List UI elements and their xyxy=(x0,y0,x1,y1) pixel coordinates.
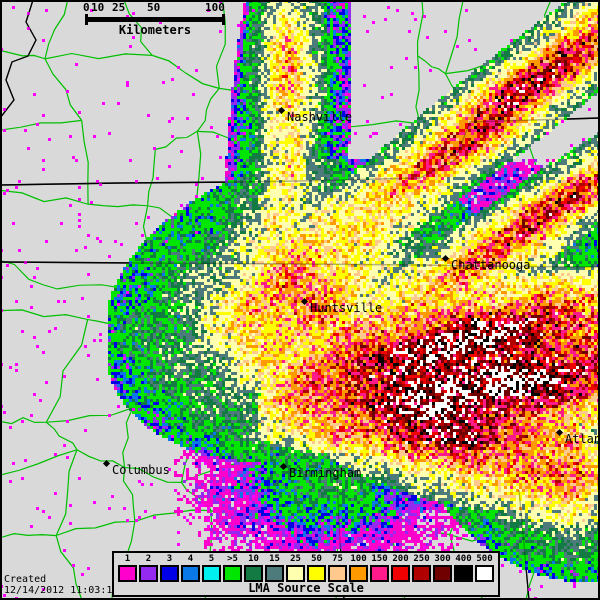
legend-label-13: 200 xyxy=(392,554,409,564)
legend-label-cell: 5 xyxy=(202,554,221,565)
legend-label-cell: 3 xyxy=(160,554,179,565)
legend-label-cell: 250 xyxy=(412,554,431,565)
lma-source-scale-legend: 1 2 3 4 5 >5 10 15 25 50 75 100 150 200 250 300 400 500 L… xyxy=(112,551,500,597)
legend-swatch-250 xyxy=(412,565,431,582)
legend-swatch-15 xyxy=(265,565,284,582)
city-label: Huntsville xyxy=(310,301,383,315)
legend-label-15: 300 xyxy=(434,554,451,564)
legend-label-4: 5 xyxy=(208,554,215,564)
legend-swatch-cell xyxy=(349,565,368,582)
legend-label-cell: 300 xyxy=(433,554,452,565)
city-label: Nashville xyxy=(287,110,353,124)
legend-swatch-2 xyxy=(139,565,158,582)
legend-label-16: 400 xyxy=(455,554,472,564)
legend-swatch-cell xyxy=(370,565,389,582)
legend-label-9: 50 xyxy=(311,554,322,564)
scale-bar-line xyxy=(85,17,225,22)
legend-swatch-5 xyxy=(202,565,221,582)
legend-swatch-cell xyxy=(160,565,179,582)
legend-swatch-10 xyxy=(244,565,263,582)
legend-swatch-cell xyxy=(181,565,200,582)
legend-swatch-cell xyxy=(328,565,347,582)
legend-label-11: 100 xyxy=(350,554,367,564)
legend-label-cell: >5 xyxy=(223,554,242,565)
legend-label-cell: 500 xyxy=(475,554,494,565)
scale-bar-unit-label: Kilometers xyxy=(118,23,192,37)
legend-label-7: 15 xyxy=(269,554,280,564)
legend-label-cell: 400 xyxy=(454,554,473,565)
legend-label-cell: 200 xyxy=(391,554,410,565)
legend-swatch-gt5 xyxy=(223,565,242,582)
city-label: Chattanooga xyxy=(451,258,531,272)
legend-label-2: 3 xyxy=(166,554,173,564)
city-label: Atlanta xyxy=(565,432,600,446)
legend-swatch-75 xyxy=(328,565,347,582)
legend-label-cell: 75 xyxy=(328,554,347,565)
legend-label-3: 4 xyxy=(187,554,194,564)
legend-swatch-cell xyxy=(202,565,221,582)
scale-bar-endcap-right xyxy=(222,14,225,25)
city-label: Birmingham xyxy=(289,466,362,480)
scale-tick-0: 0 xyxy=(83,1,90,14)
legend-label-cell: 150 xyxy=(370,554,389,565)
legend-swatch-400 xyxy=(454,565,473,582)
created-stamp: Created 12/14/2012 11:03:18 xyxy=(4,574,118,596)
legend-swatch-cell xyxy=(118,565,137,582)
legend-label-cell: 10 xyxy=(244,554,263,565)
created-timestamp: 12/14/2012 11:03:18 xyxy=(4,585,119,596)
legend-swatch-200 xyxy=(391,565,410,582)
legend-label-cell: 2 xyxy=(139,554,158,565)
scale-tick-50: 50 xyxy=(147,1,161,14)
created-label: Created xyxy=(4,574,47,585)
legend-label-12: 150 xyxy=(371,554,388,564)
legend-label-cell: 1 xyxy=(118,554,137,565)
legend-swatch-3 xyxy=(160,565,179,582)
legend-swatch-cell xyxy=(265,565,284,582)
legend-swatch-25 xyxy=(286,565,305,582)
legend-swatch-cell xyxy=(433,565,452,582)
legend-swatch-cell xyxy=(412,565,431,582)
legend-label-10: 75 xyxy=(332,554,343,564)
legend-swatch-row xyxy=(117,565,495,582)
scale-bar: 0 10 25 50 100 Kilometers xyxy=(83,1,225,37)
legend-swatch-1 xyxy=(118,565,137,582)
legend-title: LMA Source Scale xyxy=(248,581,364,595)
legend-swatch-cell xyxy=(223,565,242,582)
city-label: Columbus xyxy=(112,463,170,477)
legend-swatch-50 xyxy=(307,565,326,582)
legend-swatch-cell xyxy=(307,565,326,582)
legend-swatch-cell xyxy=(391,565,410,582)
legend-label-cell: 4 xyxy=(181,554,200,565)
legend-swatch-500 xyxy=(475,565,494,582)
scale-tick-10: 10 xyxy=(91,1,105,14)
legend-label-17: 500 xyxy=(476,554,493,564)
legend-swatch-cell xyxy=(244,565,263,582)
legend-label-cell: 15 xyxy=(265,554,284,565)
legend-label-8: 25 xyxy=(290,554,301,564)
legend-swatch-4 xyxy=(181,565,200,582)
scale-tick-100: 100 xyxy=(205,1,225,14)
legend-label-6: 10 xyxy=(248,554,259,564)
legend-label-cell: 25 xyxy=(286,554,305,565)
legend-swatch-cell xyxy=(286,565,305,582)
legend-label-0: 1 xyxy=(124,554,131,564)
legend-swatch-100 xyxy=(349,565,368,582)
legend-label-cell: 50 xyxy=(307,554,326,565)
legend-swatch-cell xyxy=(475,565,494,582)
legend-swatch-cell xyxy=(454,565,473,582)
legend-swatch-150 xyxy=(370,565,389,582)
scale-bar-ticks: 0 10 25 50 100 xyxy=(83,1,225,16)
legend-label-row: 1 2 3 4 5 >5 10 15 25 50 75 100 150 200 250 300 400 500 xyxy=(117,554,495,565)
legend-swatch-cell xyxy=(139,565,158,582)
scale-tick-25: 25 xyxy=(112,1,126,14)
legend-label-cell: 100 xyxy=(349,554,368,565)
legend-label-1: 2 xyxy=(145,554,152,564)
legend-label-5: >5 xyxy=(227,554,238,564)
legend-label-14: 250 xyxy=(413,554,430,564)
legend-swatch-300 xyxy=(433,565,452,582)
